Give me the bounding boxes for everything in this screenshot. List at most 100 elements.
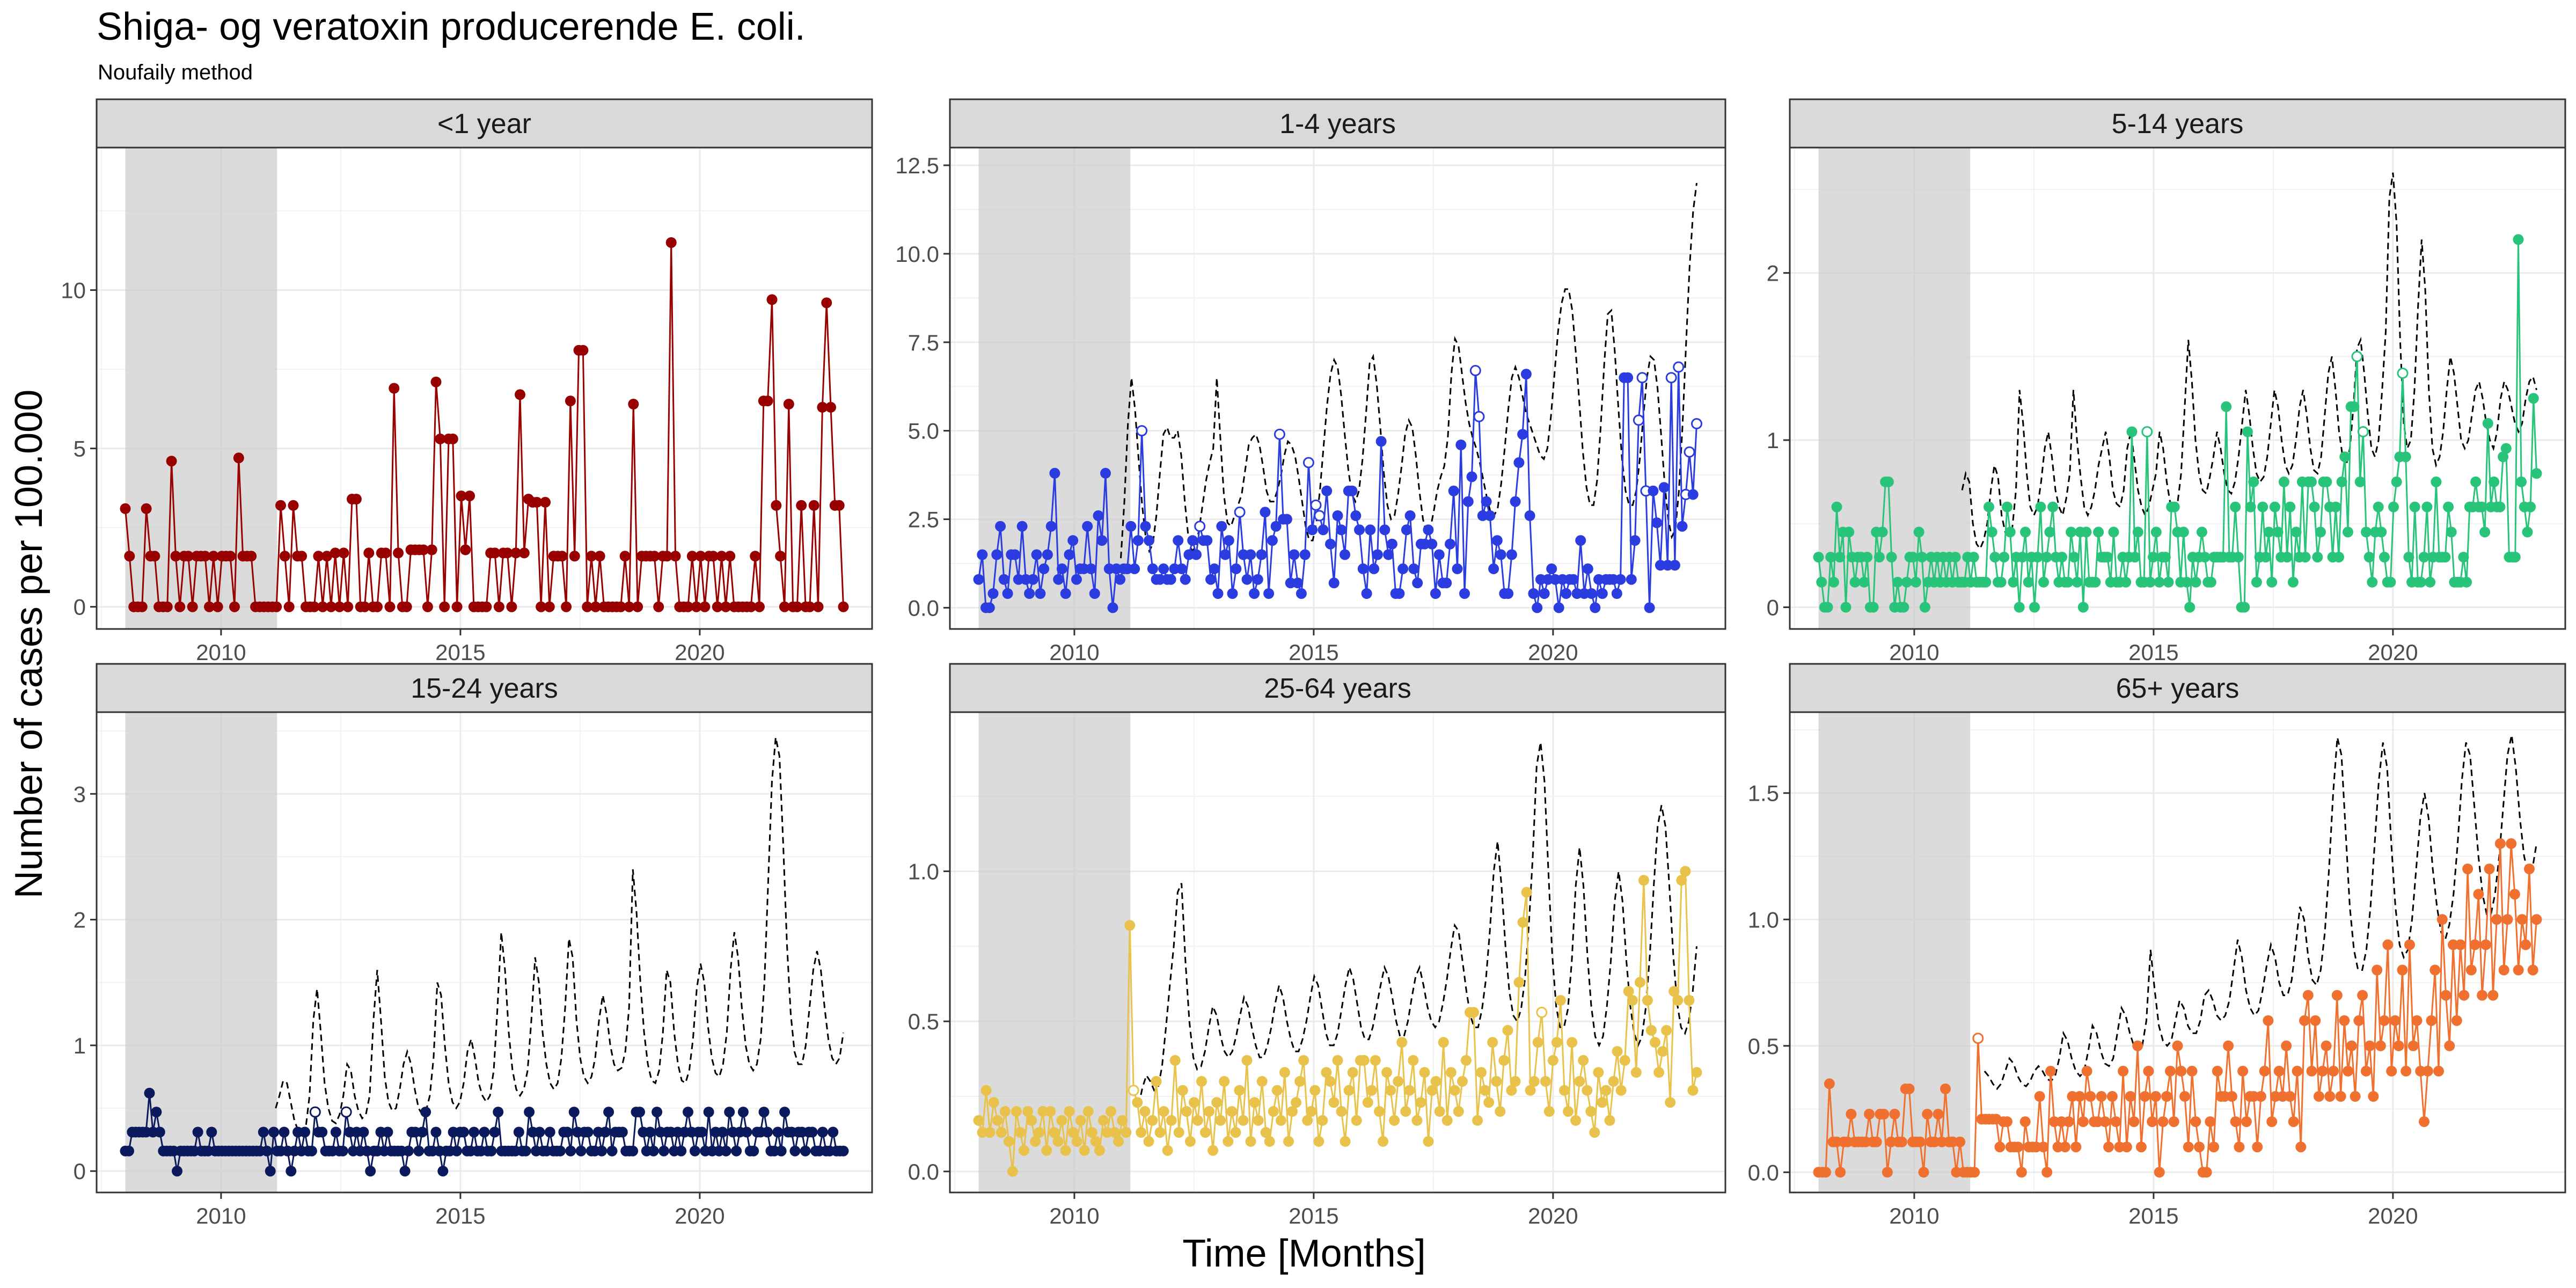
data-point — [2032, 552, 2043, 563]
data-point — [1503, 588, 1514, 599]
y-tick-label: 1 — [74, 1033, 86, 1058]
data-point — [2044, 526, 2055, 538]
data-point — [2023, 576, 2034, 588]
data-point — [1612, 1046, 1623, 1057]
data-point — [1264, 1136, 1275, 1147]
data-point — [1874, 552, 1885, 563]
data-point — [534, 1126, 545, 1138]
alarm-point — [1469, 365, 1481, 376]
data-point — [2259, 1065, 2270, 1077]
data-point — [382, 1126, 393, 1138]
data-point — [998, 574, 1009, 585]
data-point — [1041, 1145, 1052, 1156]
data-point — [2168, 1116, 2179, 1128]
data-point — [1071, 1136, 1082, 1147]
data-point — [1100, 467, 1111, 479]
data-point — [2379, 1015, 2390, 1026]
data-point — [1249, 1097, 1260, 1108]
data-point — [720, 601, 731, 612]
data-point — [645, 1126, 656, 1138]
data-point — [1396, 1037, 1408, 1048]
data-point — [652, 1107, 663, 1118]
data-point — [1426, 1085, 1438, 1096]
alarm-point — [1274, 428, 1285, 440]
data-point — [658, 1145, 669, 1157]
data-point — [212, 601, 223, 612]
data-point — [510, 547, 522, 559]
data-point — [2223, 1040, 2234, 1051]
alarm-point — [1314, 510, 1326, 522]
data-point — [384, 601, 396, 612]
data-point — [1230, 1127, 1241, 1138]
data-point — [1495, 549, 1506, 560]
data-point — [2199, 552, 2211, 563]
data-point — [1097, 1115, 1109, 1126]
data-point — [1302, 1115, 1313, 1126]
data-point — [124, 551, 135, 562]
data-point — [1452, 563, 1463, 574]
data-point — [649, 551, 660, 562]
facet-strip — [96, 663, 873, 713]
data-point — [1513, 977, 1525, 988]
data-point — [2418, 552, 2429, 563]
data-point — [1540, 1076, 1551, 1087]
data-point — [676, 1145, 687, 1157]
data-point — [2479, 526, 2491, 538]
data-point — [2393, 1040, 2404, 1051]
data-point — [1615, 574, 1626, 585]
data-point — [1056, 1115, 1067, 1126]
data-point — [1383, 549, 1394, 560]
data-point — [1096, 535, 1108, 546]
data-point — [1283, 1136, 1294, 1147]
data-point — [1882, 1167, 1893, 1178]
threshold-line — [1120, 182, 1697, 559]
data-point — [2190, 1116, 2201, 1128]
data-point — [2126, 426, 2138, 437]
data-point — [796, 500, 807, 511]
data-point — [1455, 440, 1467, 450]
data-point — [1035, 588, 1046, 599]
data-point — [1400, 1106, 1411, 1117]
data-point — [1878, 1109, 1890, 1119]
data-point — [569, 551, 580, 562]
data-point — [792, 601, 803, 612]
alarm-point — [340, 1106, 352, 1118]
data-point — [342, 601, 354, 612]
data-point — [2357, 990, 2368, 1001]
data-point — [1256, 549, 1267, 560]
data-point — [2513, 964, 2524, 976]
data-point — [1346, 485, 1358, 496]
data-point — [1510, 496, 1521, 507]
data-point — [2263, 526, 2274, 538]
data-point — [2273, 1065, 2285, 1077]
data-point — [2190, 576, 2201, 588]
data-point — [451, 1145, 462, 1157]
data-point — [2128, 1116, 2140, 1128]
data-point — [1379, 524, 1391, 536]
facet-panel: 5-14 years 0 1 2 2010 2015 2020 — [1767, 98, 2566, 665]
data-point — [2299, 1015, 2310, 1026]
data-point — [2183, 1141, 2194, 1153]
data-point — [2281, 1040, 2292, 1051]
y-tick-label: 1 — [1767, 428, 1779, 453]
data-point — [1340, 1136, 1351, 1147]
data-point — [208, 551, 219, 562]
data-point — [2066, 526, 2077, 538]
data-point — [1204, 1106, 1215, 1117]
data-point — [838, 601, 849, 612]
data-point — [2004, 526, 2016, 538]
data-point — [1476, 1067, 1487, 1078]
data-point — [1325, 538, 1336, 550]
data-point — [1524, 510, 1535, 521]
data-point — [599, 1126, 611, 1138]
data-point — [1574, 1076, 1585, 1087]
alarm-point — [2357, 426, 2369, 437]
data-point — [1820, 1167, 1831, 1178]
data-point — [2524, 863, 2535, 875]
data-point — [1060, 1145, 1071, 1156]
data-point — [2389, 1015, 2401, 1026]
data-point — [1252, 574, 1263, 585]
data-point — [1015, 1127, 1026, 1138]
data-point — [2317, 1065, 2328, 1077]
data-point — [486, 1145, 497, 1157]
